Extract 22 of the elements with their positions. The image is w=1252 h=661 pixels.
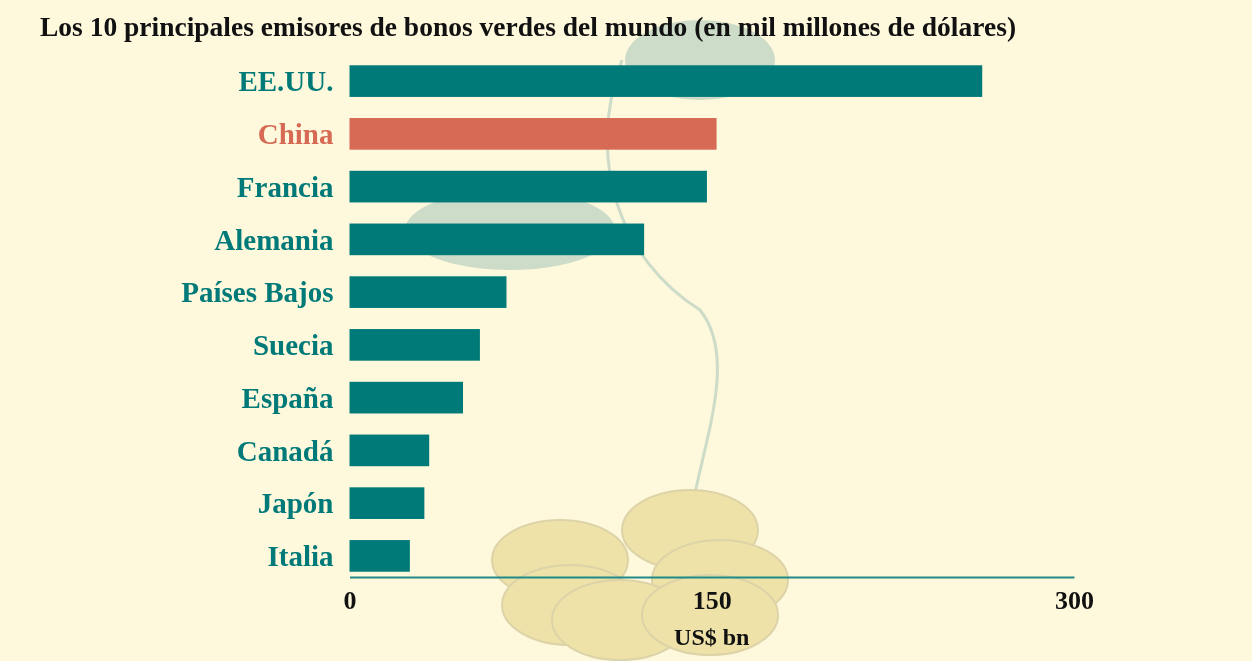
x-tick-label: 150 (692, 586, 732, 616)
bar (349, 276, 507, 308)
y-tick-label: Canadá (236, 434, 334, 467)
y-tick-label: Italia (267, 540, 334, 573)
bar (349, 118, 717, 150)
y-tick-label: Alemania (214, 223, 334, 256)
y-tick-label: Países Bajos (181, 276, 334, 309)
y-tick-label: EE.UU. (238, 65, 334, 98)
bar (349, 487, 425, 519)
bar (349, 434, 430, 467)
chart-title: Los 10 principales emisores de bonos verdes del mundo (en mil millones de dólares) (40, 11, 1017, 42)
x-axis-title: US$ bn (674, 624, 750, 650)
x-tick-label: 0 (343, 586, 357, 616)
bar (349, 381, 464, 414)
y-tick-label: Francia (236, 170, 334, 203)
y-tick-label: Japón (257, 487, 334, 520)
y-tick-label: España (241, 381, 334, 414)
bar (349, 540, 410, 572)
bar (349, 329, 480, 361)
y-tick-label: Suecia (252, 329, 334, 362)
y-tick-label: China (257, 118, 334, 151)
x-tick-label: 300 (1055, 586, 1094, 616)
